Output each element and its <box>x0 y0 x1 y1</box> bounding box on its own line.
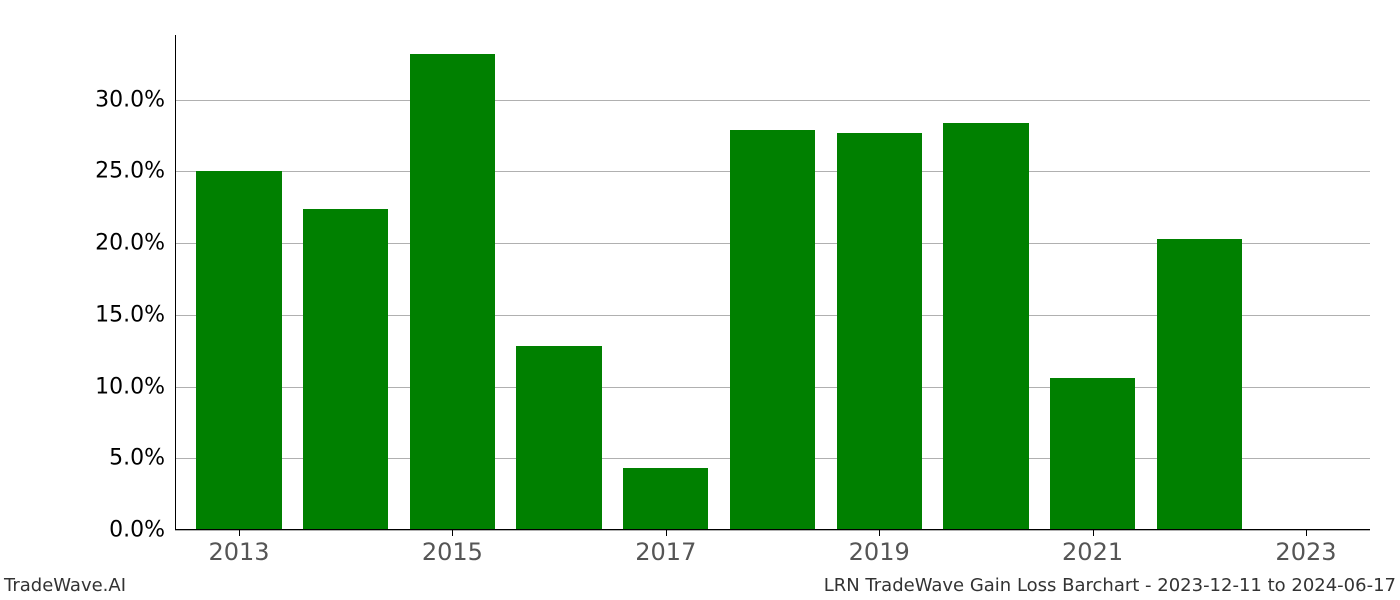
bar <box>516 346 601 530</box>
y-tick-label: 20.0% <box>95 231 165 256</box>
bar <box>837 133 922 530</box>
x-tick-mark <box>1093 530 1094 536</box>
x-axis <box>175 529 1370 530</box>
x-tick-mark <box>1306 530 1307 536</box>
bar-chart: 0.0%5.0%10.0%15.0%20.0%25.0%30.0%2013201… <box>175 35 1370 530</box>
x-tick-label: 2023 <box>1275 538 1336 566</box>
footer-left-label: TradeWave.AI <box>4 575 126 596</box>
bar <box>623 468 708 530</box>
bar <box>196 171 281 530</box>
gridline <box>175 530 1370 531</box>
bar <box>943 123 1028 530</box>
x-tick-mark <box>879 530 880 536</box>
y-tick-label: 25.0% <box>95 159 165 184</box>
bar <box>303 209 388 530</box>
y-tick-label: 30.0% <box>95 87 165 112</box>
x-tick-mark <box>239 530 240 536</box>
y-axis <box>175 35 176 530</box>
y-tick-label: 0.0% <box>109 518 165 543</box>
x-tick-label: 2019 <box>849 538 910 566</box>
x-tick-label: 2021 <box>1062 538 1123 566</box>
x-tick-label: 2017 <box>635 538 696 566</box>
y-tick-label: 15.0% <box>95 302 165 327</box>
x-tick-mark <box>666 530 667 536</box>
x-tick-label: 2013 <box>208 538 269 566</box>
x-tick-mark <box>452 530 453 536</box>
bar <box>1157 239 1242 530</box>
footer-right-label: LRN TradeWave Gain Loss Barchart - 2023-… <box>824 575 1396 596</box>
y-tick-label: 5.0% <box>109 446 165 471</box>
gridline <box>175 100 1370 101</box>
y-tick-label: 10.0% <box>95 374 165 399</box>
bar <box>730 130 815 530</box>
bar <box>410 54 495 530</box>
bar <box>1050 378 1135 530</box>
x-tick-label: 2015 <box>422 538 483 566</box>
